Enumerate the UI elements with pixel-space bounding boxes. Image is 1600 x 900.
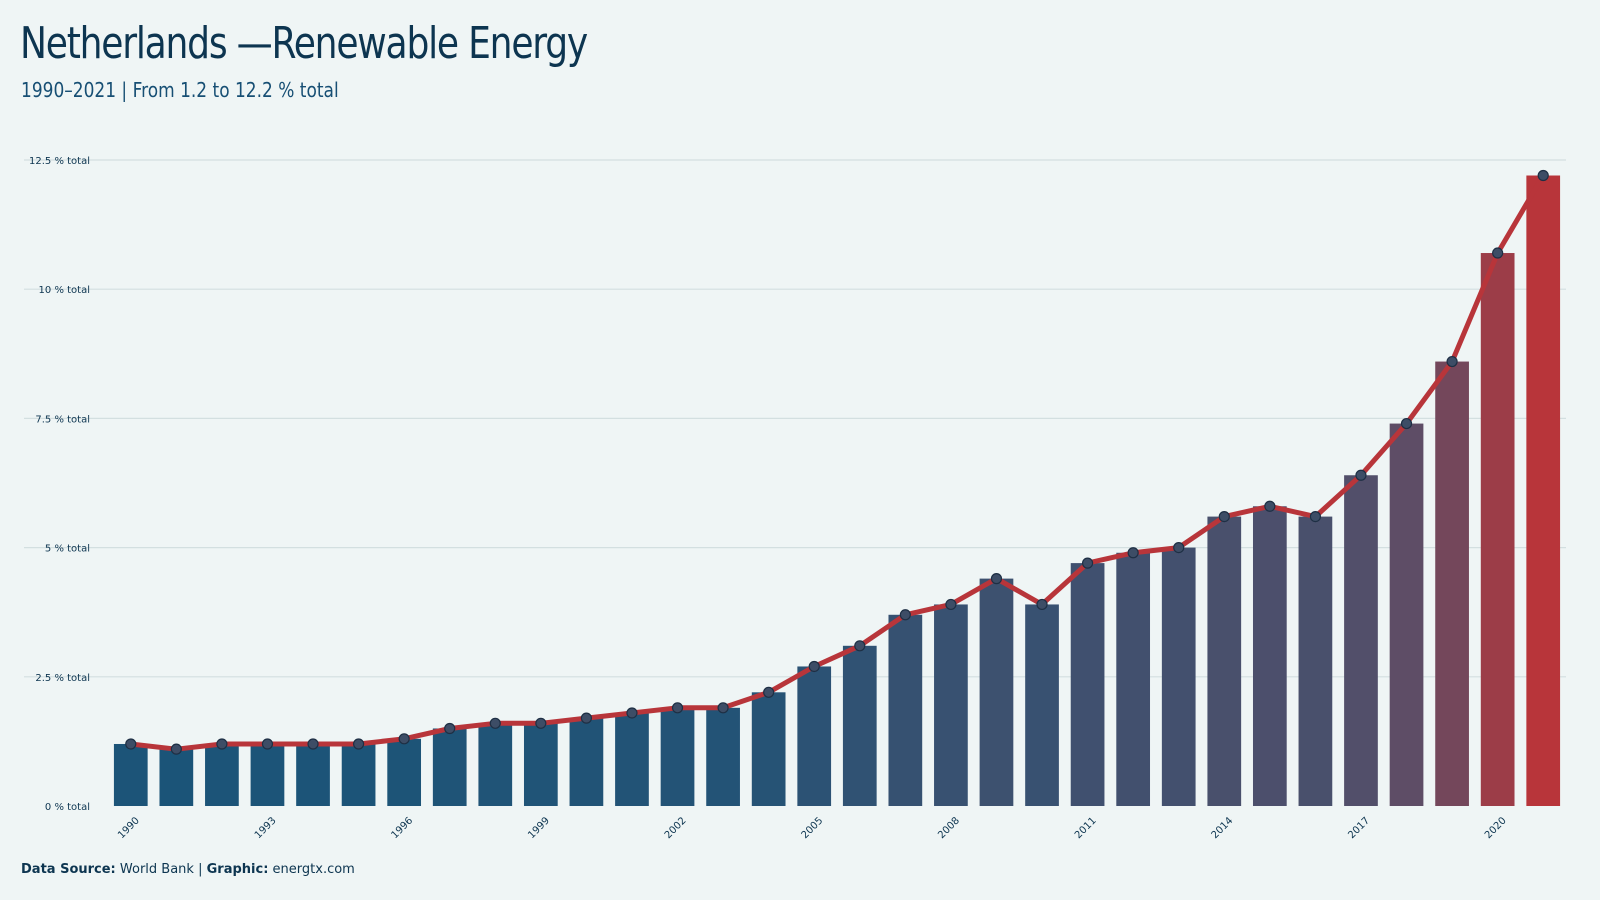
x-tick-label: 1993 [253,815,279,841]
trend-line [128,173,1546,752]
line-marker [489,717,501,729]
bar [1025,604,1059,806]
line-markers [125,169,1549,755]
x-axis-labels: 1990 1993 1996 1999 2002 2005 2008 2011 2014 2017… [116,815,1509,841]
line-marker [899,609,911,621]
y-tick-label: 0 % total [45,802,90,813]
bar [205,743,239,806]
bar [615,712,649,806]
line-marker [1036,598,1048,611]
y-tick-label: 12.5 % total [29,156,90,167]
bar [159,749,194,806]
source-value: World Bank [119,862,194,877]
line-marker [1355,469,1367,481]
line-marker [671,702,684,714]
line-marker [763,686,775,698]
bar [341,743,376,806]
line-marker [626,707,638,719]
line-marker [307,738,319,750]
line-marker [1309,510,1322,523]
x-tick-label: 2002 [663,815,689,841]
bar [1526,175,1561,806]
bar [1435,361,1469,806]
line-marker [1173,541,1185,554]
line-marker [352,738,365,750]
bar [250,743,285,806]
bar [660,707,695,806]
footer-separator: | [198,862,203,877]
x-tick-label: 1990 [116,815,142,841]
line-marker [535,717,547,729]
x-tick-label: 2014 [1210,815,1236,841]
line-marker [580,712,593,724]
bar [432,728,467,806]
line-marker [216,738,228,750]
bar [888,614,923,806]
bar [797,666,832,806]
bar [1207,516,1242,806]
x-tick-label: 2017 [1346,815,1372,841]
line-marker [1264,500,1276,512]
line-marker [717,702,729,714]
bar [1161,547,1196,806]
line-marker [808,660,820,673]
bar [842,645,877,806]
chart-footer: Data Source: World Bank | Graphic: energ… [21,862,355,877]
x-tick-label: 1996 [390,815,416,841]
bar [1298,516,1333,806]
x-tick-label: 2008 [936,815,962,841]
bar [1070,563,1105,806]
line-marker [261,738,274,750]
bar [706,707,740,806]
line-marker [170,743,182,755]
line-marker [1218,510,1230,523]
bar [751,692,786,806]
bar [934,604,968,806]
bar [569,718,604,806]
x-tick-label: 1999 [526,815,552,841]
y-tick-label: 5 % total [45,544,90,555]
line-marker [398,733,410,745]
line-marker [945,598,957,611]
bar [1389,423,1424,806]
x-tick-label: 2005 [800,815,826,841]
bar [1116,552,1151,806]
grid-lines [24,159,1566,678]
bar [979,578,1014,806]
chart-subtitle: 1990–2021 | From 1.2 to 12.2 % total [21,78,339,102]
line-marker [1446,355,1458,368]
bar [523,723,558,806]
line-marker [1537,169,1549,182]
source-label: Data Source: [21,862,116,877]
bar-series [113,175,1561,807]
graphic-value: energtx.com [272,862,355,877]
line-series [128,173,1546,752]
y-tick-label: 7.5 % total [35,414,90,425]
bar [296,743,330,806]
line-marker [125,738,137,750]
x-tick-label: 2011 [1073,815,1099,841]
bar [478,723,513,806]
line-marker [1492,247,1504,259]
bar [113,743,148,806]
line-marker [990,573,1003,585]
bar [1252,506,1287,806]
y-axis-labels: 0 % total 2.5 % total 5 % total 7.5 % total… [29,156,90,813]
graphic-label: Graphic: [206,862,269,877]
bar [387,738,422,806]
bar [1344,475,1378,806]
bar [1480,253,1515,807]
line-marker [1081,557,1094,569]
line-marker [1127,547,1139,559]
line-marker [1400,417,1413,430]
chart-title: Netherlands —Renewable Energy [20,18,588,69]
line-marker [854,640,866,652]
y-tick-label: 2.5 % total [35,673,90,684]
x-tick-label: 2020 [1483,815,1509,841]
y-tick-label: 10 % total [39,285,90,296]
line-marker [444,722,456,735]
